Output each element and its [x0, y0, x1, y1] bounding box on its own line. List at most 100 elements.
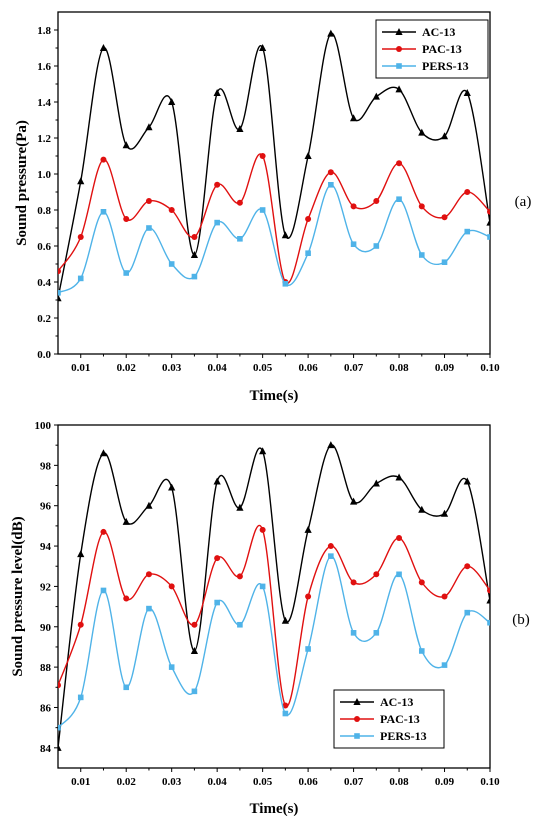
data-point — [168, 483, 176, 491]
data-point — [282, 281, 289, 287]
data-point — [259, 207, 266, 213]
y-tick-label: 0.8 — [37, 205, 51, 217]
x-tick-label: 0.06 — [298, 776, 318, 788]
panel-tag: (a) — [515, 194, 532, 210]
data-point — [441, 593, 448, 600]
chart-panel-b: 0.01 0.02 0.03 0.04 0.05 0.06 0.07 0.08 0.09 0.10… — [10, 420, 530, 817]
data-point — [327, 543, 334, 550]
legend-swatch-marker — [354, 733, 360, 739]
x-tick-label: 0.10 — [480, 362, 500, 374]
data-point — [305, 646, 311, 652]
data-point — [191, 688, 198, 695]
x-axis-title: Time(s) — [250, 801, 299, 817]
data-point — [213, 477, 221, 485]
x-tick-label: 0.09 — [435, 776, 455, 788]
y-tick-label: 1.8 — [37, 25, 51, 37]
y-tick-label: 1.0 — [37, 169, 51, 181]
data-point — [281, 231, 289, 239]
data-point — [464, 228, 471, 235]
series-line — [58, 153, 490, 284]
data-point — [373, 198, 380, 204]
data-point — [327, 169, 334, 176]
data-point — [396, 160, 403, 167]
data-point — [373, 630, 380, 636]
x-tick-label: 0.03 — [162, 776, 182, 788]
data-point — [145, 198, 152, 204]
data-point — [168, 261, 175, 267]
x-tick-label: 0.06 — [298, 362, 318, 374]
data-point — [259, 583, 266, 590]
data-point — [327, 441, 335, 449]
data-point — [372, 479, 380, 487]
data-point — [123, 595, 130, 602]
y-tick-label: 86 — [40, 702, 52, 714]
y-tick-label: 0.4 — [37, 277, 51, 289]
legend-label: PAC-13 — [380, 712, 420, 726]
x-tick-label: 0.08 — [389, 776, 409, 788]
data-point — [305, 216, 312, 222]
data-point — [58, 743, 62, 751]
x-tick-label: 0.07 — [344, 776, 364, 788]
legend-swatch-marker — [395, 28, 403, 35]
x-tick-label: 0.09 — [435, 362, 455, 374]
data-point — [259, 447, 267, 455]
data-point — [259, 44, 267, 51]
data-point — [373, 243, 380, 249]
data-point — [168, 207, 175, 213]
data-point — [259, 153, 266, 159]
data-point — [305, 593, 312, 600]
data-point — [418, 252, 425, 258]
data-point — [418, 648, 425, 654]
legend: AC-13 PAC-13 PERS-13 — [333, 689, 445, 749]
data-point — [486, 218, 490, 226]
y-axis-title: Sound pressure level(dB) — [10, 516, 26, 676]
x-tick-label: 0.01 — [71, 362, 90, 374]
data-point — [418, 505, 426, 513]
x-tick-label: 0.05 — [253, 362, 273, 374]
series-pac-13 — [58, 153, 490, 285]
y-tick-label: 100 — [35, 420, 52, 432]
data-point — [123, 684, 130, 691]
legend-label: PERS-13 — [380, 729, 427, 743]
y-tick-label: 84 — [40, 743, 52, 755]
data-point — [123, 270, 130, 276]
data-point — [464, 189, 471, 195]
legend-swatch-marker — [396, 46, 402, 52]
data-point — [395, 473, 403, 481]
data-point — [145, 571, 152, 578]
data-point — [396, 571, 402, 578]
panel-tag: (b) — [512, 612, 530, 628]
data-point — [146, 605, 152, 612]
data-point — [328, 182, 334, 188]
x-tick-label: 0.08 — [389, 362, 409, 374]
data-point — [305, 250, 311, 256]
data-point — [58, 268, 61, 275]
data-point — [77, 275, 84, 282]
data-point — [99, 44, 108, 51]
x-tick-label: 0.04 — [208, 362, 228, 374]
data-point — [77, 234, 84, 240]
x-tick-label: 0.07 — [344, 362, 364, 374]
data-point — [77, 550, 85, 558]
data-point — [350, 579, 357, 586]
data-point — [100, 528, 107, 535]
y-tick-label: 90 — [40, 622, 52, 634]
x-tick-label: 0.04 — [208, 776, 228, 788]
y-tick-label: 1.4 — [37, 97, 51, 109]
data-point — [440, 132, 449, 140]
data-point — [237, 236, 243, 242]
legend-swatch-marker — [354, 716, 360, 722]
y-tick-label: 1.6 — [37, 61, 51, 73]
data-point — [440, 509, 449, 517]
data-point — [396, 196, 402, 202]
data-point — [487, 587, 490, 594]
data-point — [236, 503, 244, 511]
series-line — [58, 184, 490, 294]
data-point — [373, 571, 380, 578]
data-point — [100, 209, 107, 215]
data-point — [100, 156, 107, 163]
legend-swatch-marker — [396, 63, 402, 69]
data-point — [441, 662, 448, 668]
data-point — [58, 682, 61, 689]
